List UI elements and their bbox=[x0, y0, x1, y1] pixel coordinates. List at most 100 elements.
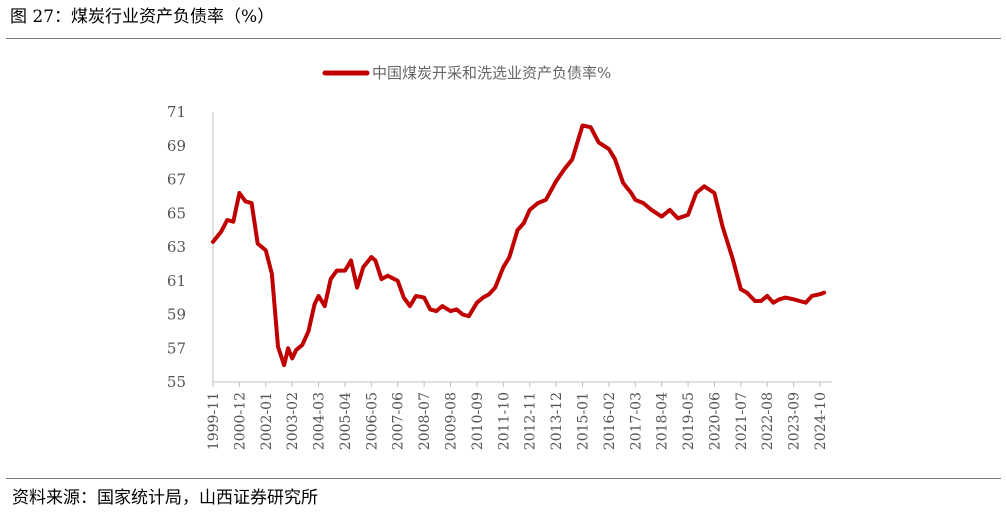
data-point bbox=[597, 140, 601, 144]
chart-legend: 中国煤炭开采和洗选业资产负债率% bbox=[322, 64, 611, 82]
x-tick-label: 2017-03 bbox=[628, 392, 644, 450]
data-point bbox=[686, 213, 690, 217]
data-point bbox=[211, 240, 215, 244]
data-point bbox=[783, 296, 788, 300]
data-point bbox=[660, 215, 664, 219]
data-point bbox=[461, 312, 465, 317]
data-point bbox=[386, 274, 390, 278]
data-point bbox=[270, 272, 274, 276]
data-point bbox=[379, 277, 384, 281]
x-tick-label: 2019-05 bbox=[681, 392, 697, 450]
data-point bbox=[544, 198, 548, 202]
data-point bbox=[422, 296, 426, 300]
data-point bbox=[317, 294, 321, 298]
data-point bbox=[290, 356, 294, 360]
data-point bbox=[373, 258, 377, 263]
x-tick-label: 2016-02 bbox=[602, 392, 618, 450]
data-point bbox=[256, 242, 260, 246]
data-point bbox=[753, 299, 757, 303]
data-point bbox=[554, 179, 558, 183]
data-point bbox=[759, 299, 763, 303]
y-tick-label: 55 bbox=[167, 373, 186, 391]
data-point bbox=[580, 123, 585, 128]
x-tick-label: 2010-09 bbox=[470, 392, 486, 450]
x-tick-label: 2008-07 bbox=[417, 392, 433, 450]
data-point bbox=[225, 218, 229, 222]
data-point bbox=[745, 291, 749, 295]
data-point bbox=[250, 201, 254, 205]
data-point bbox=[396, 279, 400, 283]
data-point bbox=[286, 346, 290, 350]
data-point bbox=[739, 287, 743, 291]
x-tick-label: 2007-06 bbox=[391, 392, 407, 450]
x-tick-label: 2009-08 bbox=[444, 392, 460, 450]
data-point bbox=[633, 198, 637, 202]
data-point bbox=[294, 348, 298, 352]
data-point bbox=[607, 147, 611, 151]
data-point bbox=[434, 309, 438, 313]
data-point bbox=[515, 228, 520, 232]
data-point bbox=[428, 307, 432, 311]
data-point bbox=[487, 292, 491, 296]
y-tick-label: 69 bbox=[167, 137, 186, 155]
data-point bbox=[231, 220, 235, 224]
top-divider bbox=[6, 38, 1001, 39]
data-point bbox=[402, 296, 406, 300]
data-point bbox=[676, 216, 680, 220]
data-point bbox=[649, 208, 654, 212]
data-point bbox=[455, 307, 459, 311]
y-tick-label: 63 bbox=[167, 238, 186, 256]
data-point bbox=[306, 329, 310, 333]
data-point bbox=[822, 291, 826, 295]
x-tick-label: 2013-12 bbox=[549, 392, 565, 450]
data-point bbox=[507, 255, 511, 259]
x-tick-label: 2006-05 bbox=[364, 392, 380, 450]
y-tick-label: 59 bbox=[167, 306, 186, 324]
x-tick-label: 2024-10 bbox=[813, 392, 829, 450]
x-tick-label: 2020-06 bbox=[707, 392, 723, 450]
x-tick-label: 2015-01 bbox=[575, 392, 591, 450]
data-point bbox=[440, 304, 444, 308]
data-point bbox=[765, 294, 769, 298]
x-tick-label: 2011-10 bbox=[496, 392, 512, 450]
data-point bbox=[702, 184, 706, 188]
x-tick-label: 2012-11 bbox=[523, 392, 539, 450]
data-point bbox=[475, 301, 479, 305]
x-tick-label: 2018-04 bbox=[655, 392, 671, 450]
data-point bbox=[522, 221, 526, 225]
data-point bbox=[237, 191, 241, 195]
x-tick-labels: 1999-11 2000-12 2002-01 2003-02 2004-03 2005-… bbox=[206, 382, 829, 450]
data-point bbox=[282, 363, 286, 367]
data-point bbox=[343, 269, 347, 273]
data-point bbox=[792, 297, 796, 301]
data-point bbox=[804, 301, 808, 305]
data-point bbox=[323, 304, 327, 308]
y-tick-label: 71 bbox=[167, 103, 186, 121]
data-point bbox=[467, 314, 471, 318]
y-tick-label: 67 bbox=[167, 171, 186, 189]
data-point bbox=[621, 181, 625, 185]
data-point bbox=[641, 201, 646, 205]
x-tick-label: 2000-12 bbox=[232, 392, 248, 450]
data-point bbox=[501, 265, 505, 269]
data-point bbox=[219, 230, 223, 234]
y-tick-label: 57 bbox=[167, 339, 186, 357]
data-point bbox=[694, 191, 698, 195]
legend-label: 中国煤炭开采和洗选业资产负债率% bbox=[372, 64, 611, 82]
data-point bbox=[562, 167, 566, 171]
x-tick-label: 2021-07 bbox=[734, 392, 750, 450]
x-tick-label: 2003-02 bbox=[285, 392, 301, 450]
data-point bbox=[335, 269, 339, 273]
data-point bbox=[300, 343, 304, 347]
x-tick-label: 1999-11 bbox=[206, 392, 222, 450]
data-point bbox=[536, 201, 540, 205]
data-point bbox=[329, 277, 333, 281]
figure-title: 图 27：煤炭行业资产负债率（%） bbox=[10, 7, 275, 27]
data-point bbox=[589, 125, 593, 129]
data-point bbox=[448, 309, 453, 313]
data-point bbox=[349, 258, 353, 263]
data-point bbox=[777, 297, 782, 301]
x-tick-label: 2023-09 bbox=[787, 392, 803, 450]
data-point bbox=[493, 285, 497, 290]
source-note: 资料来源：国家统计局，山西证券研究所 bbox=[12, 488, 318, 508]
